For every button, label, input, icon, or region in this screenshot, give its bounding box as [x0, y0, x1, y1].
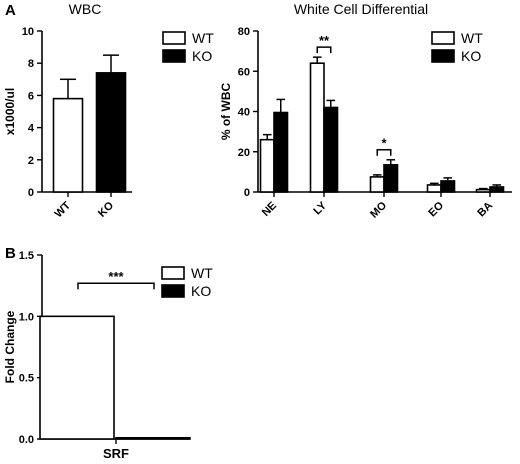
diff-category-label: MO: [368, 199, 389, 220]
wbc-y-tick-label: 10: [22, 26, 34, 38]
diff-y-tick-label: 40: [238, 107, 250, 119]
diff-y-tick-label: 0: [244, 187, 250, 199]
wbc-legend-label-wt: WT: [192, 30, 214, 46]
panel-label-b: B: [5, 245, 16, 262]
diff-bar-ko-mo: [383, 164, 399, 193]
srf-y-axis-label: Fold Change: [3, 310, 17, 383]
diff-bar-ko-ly: [323, 106, 339, 193]
diff-bar-wt-eo: [426, 184, 442, 193]
diff-bar-ko-eo: [440, 180, 456, 193]
srf-legend-label-wt: WT: [191, 265, 213, 281]
diff-category-label: LY: [311, 199, 329, 217]
diff-y-tick-label: 20: [238, 147, 250, 159]
diff-title: White Cell Differential: [294, 1, 428, 17]
diff-legend-label-ko: KO: [461, 48, 481, 64]
diff-y-tick-label: 80: [238, 26, 250, 38]
srf-bar-wt-srf: [39, 315, 115, 440]
diff-bar-wt-ly: [309, 62, 325, 193]
wbc-legend-swatch-wt: [162, 31, 186, 45]
wbc-y-tick-label: 6: [28, 90, 34, 102]
srf-significance-bracket: [77, 282, 155, 290]
srf-fold-change-chart: 0.0 0.5 1.0 1.5 Fold Change SRF *** WT KO: [3, 250, 213, 461]
srf-y-tick-label: 0.5: [19, 373, 34, 385]
diff-bar-wt-ba: [475, 188, 491, 193]
wbc-y-tick-label: 0: [28, 187, 34, 199]
diff-bar-wt-ne: [259, 138, 275, 193]
wbc-bar-ko-ko: [95, 72, 127, 193]
diff-significance-label: **: [319, 33, 330, 48]
diff-category-label: NE: [260, 200, 279, 219]
diff-bar-ko-ne: [273, 111, 289, 193]
wbc-y-tick-label: 2: [28, 155, 34, 167]
wbc-chart: WBC 0 2 4 6 8 10 x1000/ul WT KO WT KO: [3, 1, 214, 220]
wbc-category-label: KO: [96, 199, 116, 219]
diff-y-tick-label: 60: [238, 66, 250, 78]
srf-legend-swatch-ko: [161, 284, 185, 298]
wbc-legend-label-ko: KO: [192, 48, 212, 64]
wbc-y-tick-label: 8: [28, 58, 34, 70]
diff-legend-label-wt: WT: [461, 30, 483, 46]
srf-bar-ko-srf: [115, 436, 191, 440]
wbc-legend-swatch-ko: [162, 49, 186, 63]
srf-category-label: SRF: [103, 446, 129, 461]
wbc-title: WBC: [69, 1, 102, 17]
panel-label-a: A: [5, 2, 16, 19]
diff-category-label: EO: [426, 199, 446, 219]
wbc-bar-wt-wt: [52, 97, 84, 193]
srf-y-tick-label: 1.5: [19, 250, 34, 262]
srf-legend-swatch-wt: [161, 266, 185, 280]
srf-significance-label: ***: [108, 269, 124, 284]
diff-legend-swatch-ko: [431, 49, 455, 63]
diff-bar-ko-ba: [489, 186, 505, 193]
srf-legend-label-ko: KO: [191, 283, 211, 299]
white-cell-differential-chart: White Cell Differential 0 20 40 60 80 % of WBC…: [219, 1, 512, 221]
wbc-y-tick-label: 4: [28, 123, 35, 135]
diff-significance-bracket: [316, 46, 332, 54]
diff-bar-wt-mo: [369, 176, 385, 193]
diff-significance-label: *: [381, 136, 387, 151]
diff-y-axis-label: % of WBC: [219, 83, 233, 141]
srf-y-tick-label: 1.0: [19, 311, 34, 323]
diff-category-label: BA: [475, 200, 495, 220]
wbc-y-axis-label: x1000/ul: [3, 88, 17, 135]
diff-significance-bracket: [376, 148, 392, 156]
wbc-category-label: WT: [53, 199, 74, 220]
diff-legend-swatch-wt: [431, 31, 455, 45]
srf-y-tick-label: 0.0: [19, 434, 34, 446]
